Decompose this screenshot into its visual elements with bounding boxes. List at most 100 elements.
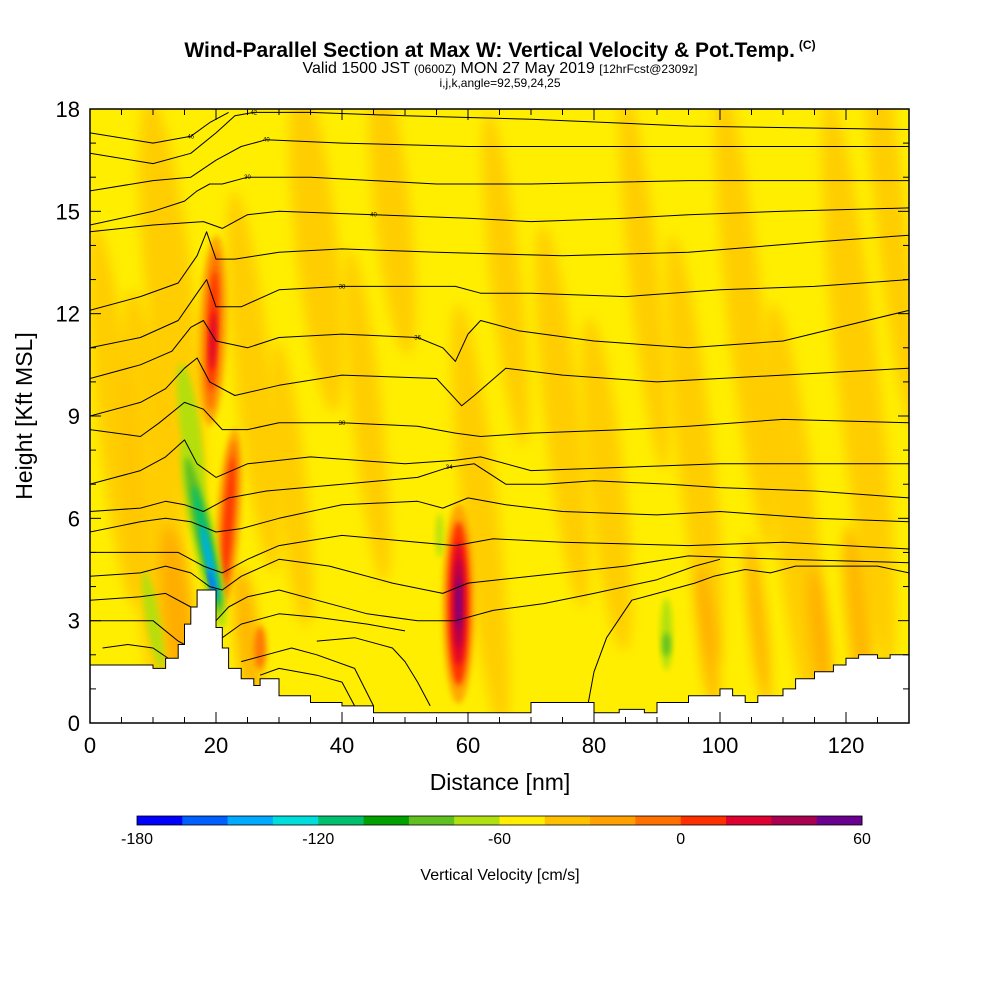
- colorbar-swatch: [499, 816, 546, 825]
- valid-time-jst: Valid 1500 JST: [302, 60, 410, 77]
- velocity-streak: [863, 109, 909, 427]
- colorbar-swatch: [408, 816, 455, 825]
- y-tick-label: 9: [68, 404, 80, 429]
- x-tick-label: 100: [702, 733, 739, 758]
- velocity-features: [141, 235, 673, 704]
- colorbar-swatch: [318, 816, 365, 825]
- theta-contour: [90, 207, 909, 233]
- velocity-streak: [665, 235, 724, 665]
- velocity-streak: [482, 112, 529, 447]
- colorbar-tick-label: 0: [676, 831, 685, 848]
- theta-contour-label: 38: [339, 284, 346, 290]
- colorbar: -180-120-60060120: [121, 815, 871, 848]
- colorbar-swatch: [771, 816, 818, 825]
- x-tick-label: 40: [330, 733, 354, 758]
- theta-contours: 46 42 40 30 40 38 36 30 34: [90, 110, 909, 707]
- theta-contour-label: 34: [446, 465, 453, 471]
- colorbar-swatch: [454, 816, 500, 825]
- theta-contour: [241, 647, 374, 707]
- colorbar-swatch: [363, 816, 410, 825]
- colorbar-tick-label: 60: [853, 831, 871, 848]
- theta-contour-label: 30: [244, 175, 251, 181]
- colorbar-swatch: [816, 816, 863, 825]
- section-params: i,j,k,angle=92,59,24,25: [439, 76, 561, 90]
- theta-contour: [90, 357, 909, 417]
- downdraft-near-main: [435, 513, 444, 558]
- theta-contour: [316, 637, 431, 707]
- y-tick-label: 15: [56, 199, 80, 224]
- velocity-streak: [821, 109, 896, 669]
- valid-date: MON 27 May 2019: [460, 60, 595, 77]
- colorbar-frame: [136, 815, 863, 826]
- updraft-upper-peak: [209, 310, 217, 371]
- theta-contour: [587, 565, 909, 706]
- velocity-streak: [344, 248, 391, 584]
- downdraft-upper-halo: [176, 363, 205, 503]
- theta-contour-label: 42: [250, 110, 257, 116]
- velocity-streak: [233, 566, 262, 710]
- theta-contour: [259, 667, 356, 707]
- theta-contour: [90, 463, 909, 512]
- x-axis: 0 20 40 60 80 100 120: [84, 109, 910, 758]
- theta-contour: [90, 497, 909, 533]
- colorbar-swatch: [544, 816, 591, 825]
- velocity-streak: [745, 537, 771, 705]
- y-tick-label: 18: [56, 97, 80, 122]
- x-tick-label: 60: [456, 733, 480, 758]
- theta-contour: [102, 644, 179, 666]
- y-axis-title: Height [Kft MSL]: [11, 332, 37, 499]
- velocity-streak: [581, 317, 632, 652]
- colorbar-swatch: [182, 816, 229, 825]
- chart-subtitle: Valid 1500 JST (0600Z) MON 27 May 2019 […: [0, 60, 1000, 78]
- colorbar-tick-label: -60: [488, 831, 511, 848]
- theta-contour: [90, 139, 909, 192]
- velocity-streak: [226, 190, 281, 573]
- theta-contour: [90, 558, 721, 622]
- terrain-outline: [90, 589, 909, 714]
- theta-contour: [90, 555, 909, 594]
- chart-title: Wind-Parallel Section at Max W: Vertical…: [0, 38, 1000, 63]
- y-tick-label: 6: [68, 506, 80, 531]
- theta-contour: [90, 439, 909, 485]
- valid-time-utc: (0600Z): [414, 62, 457, 76]
- y-tick-label: 0: [68, 711, 80, 736]
- velocity-streak: [714, 109, 777, 553]
- velocity-streak: [619, 109, 670, 471]
- theta-contour-label: 40: [370, 213, 377, 219]
- theta-contour: [90, 231, 909, 311]
- theta-contour-label: 40: [263, 138, 270, 144]
- theta-contour-label: 36: [414, 336, 421, 342]
- velocity-streak: [695, 566, 720, 710]
- theta-contour: [90, 401, 909, 437]
- theta-contour: [90, 279, 909, 349]
- x-tick-label: 0: [84, 733, 96, 758]
- x-axis-title: Distance [nm]: [430, 769, 571, 795]
- theta-contour-label: 46: [187, 134, 194, 140]
- updraft-main-core: [456, 577, 461, 630]
- velocity-streak: [451, 303, 510, 723]
- theta-contour: [90, 534, 909, 574]
- forecast-info: [12hrFcst@2309z]: [599, 62, 698, 76]
- copyright-mark: (C): [798, 38, 816, 52]
- updraft-lower-core: [222, 456, 235, 581]
- y-tick-label: 3: [68, 609, 80, 634]
- theta-contour: [90, 176, 909, 226]
- y-tick-label: 12: [56, 302, 80, 327]
- colorbar-swatch: [227, 816, 274, 825]
- colorbar-label: Vertical Velocity [cm/s]: [420, 867, 579, 884]
- colorbar-swatch: [726, 816, 772, 825]
- colorbar-swatch: [680, 816, 727, 825]
- colorbar-tick-label: -120: [302, 831, 334, 848]
- x-tick-label: 80: [582, 733, 606, 758]
- colorbar-tick-label: -180: [121, 831, 153, 848]
- x-tick-label: 20: [204, 733, 228, 758]
- colorbar-swatch: [635, 816, 682, 825]
- updraft-small: [254, 625, 267, 670]
- theta-contour: [90, 111, 909, 165]
- colorbar-swatch: [137, 816, 183, 825]
- plot-area: 46 42 40 30 40 38 36 30 34: [90, 109, 909, 723]
- velocity-streak: [369, 109, 416, 355]
- velocity-streak: [270, 341, 313, 628]
